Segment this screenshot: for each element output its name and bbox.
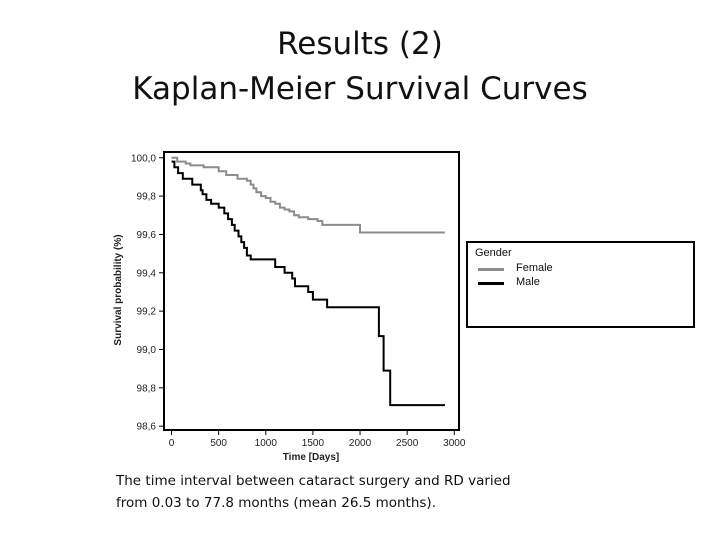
slide-caption: The time interval between cataract surge… [116,470,636,514]
x-axis: 0 500 1000 1500 2000 2500 3000 [169,430,466,449]
legend-swatch-female [478,268,504,271]
caption-line-1: The time interval between cataract surge… [116,473,511,489]
y-axis: 98,6 98,8 99,0 99,2 99,4 99,6 99,8 100,0 [131,153,164,433]
y-tick-label: 100,0 [131,153,156,164]
x-tick-label: 0 [169,438,175,449]
slide-title: Results (2) Kaplan-Meier Survival Curves [0,22,720,112]
x-tick-label: 500 [210,438,227,449]
y-tick-label: 99,4 [137,268,157,279]
x-tick-label: 1000 [255,438,278,449]
series-female-line [171,156,445,234]
x-tick-label: 1500 [302,438,325,449]
legend-label-male: Male [516,276,540,288]
y-tick-label: 99,8 [137,192,157,203]
y-tick-label: 99,2 [137,307,157,318]
series-male-line [171,160,445,407]
legend-label-female: Female [516,262,553,274]
x-tick-label: 2500 [396,438,419,449]
y-tick-label: 98,8 [137,383,157,394]
caption-line-2: from 0.03 to 77.8 months (mean 26.5 mont… [116,495,436,511]
x-tick-label: 3000 [443,438,466,449]
survival-curves [171,156,445,407]
x-tick-label: 2000 [349,438,372,449]
title-line-2: Kaplan-Meier Survival Curves [132,71,588,107]
y-tick-label: 99,0 [137,345,157,356]
title-line-1: Results (2) [277,26,443,62]
y-tick-label: 98,6 [137,422,157,433]
y-axis-label: Survival probability (%) [113,234,124,345]
x-axis-label: Time [Days] [283,452,340,463]
plot-area [163,151,460,431]
legend-title: Gender [475,247,512,259]
legend-swatch-male [478,282,504,285]
y-tick-label: 99,6 [137,230,157,241]
legend: Gender Female Male [466,241,695,328]
